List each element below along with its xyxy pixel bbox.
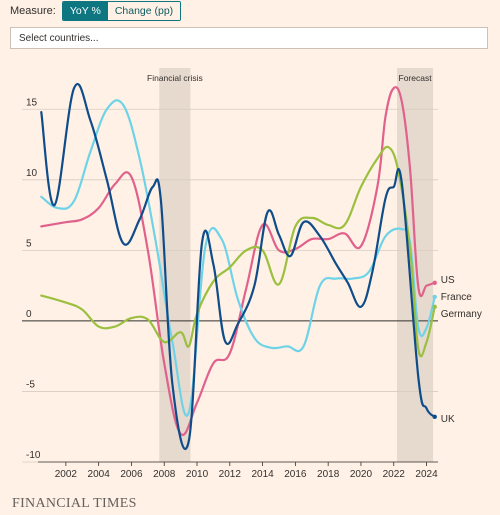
shaded-region-label-1: Forecast [399,73,433,83]
line-chart: Financial crisis Forecast -10 -5 0 5 10 15 2002 2… [22,68,482,480]
series-label-germany: Germany [441,309,482,320]
y-tick-label: 15 [26,97,38,108]
yoy-percent-button[interactable]: YoY % [62,2,108,20]
y-tick-label: 0 [26,309,32,320]
series-endpoint-uk [432,414,437,420]
x-tick-label: 2002 [55,469,78,480]
measure-control: Measure: YoY % Change (pp) [10,1,182,21]
y-tick-label: 5 [26,238,32,249]
series-line-germany [40,145,436,358]
series-line-france [40,99,436,417]
x-tick-label: 2020 [350,469,373,480]
x-tick-label: 2022 [383,469,406,480]
series-line-uk [40,83,436,450]
x-tick-label: 2006 [120,469,143,480]
x-tick-label: 2014 [251,469,274,480]
change-pp-button[interactable]: Change (pp) [107,2,181,20]
measure-toggle: YoY % Change (pp) [61,1,182,21]
y-tick-label: 10 [26,168,38,179]
series-label-us: US [441,275,455,286]
series-endpoint-us [432,280,437,286]
x-tick-label: 2018 [317,469,340,480]
series-label-france: France [441,292,473,303]
measure-label: Measure: [10,5,56,17]
x-tick-label: 2010 [186,469,209,480]
shaded-region-1 [397,68,434,462]
y-tick-label: -10 [26,450,41,461]
series-line-us [40,86,436,437]
ft-logo: FINANCIAL TIMES [12,496,137,511]
x-tick-label: 2012 [219,469,242,480]
series-endpoint-france [432,294,437,300]
country-search-input[interactable] [10,27,488,49]
series-endpoint-germany [432,304,437,309]
x-tick-label: 2008 [153,469,176,480]
x-tick-label: 2024 [415,469,438,480]
series-label-uk: UK [441,414,455,425]
shaded-region-label-0: Financial crisis [147,73,203,83]
y-tick-label: -5 [26,379,35,390]
x-tick-label: 2016 [284,469,307,480]
x-tick-label: 2004 [88,469,111,480]
